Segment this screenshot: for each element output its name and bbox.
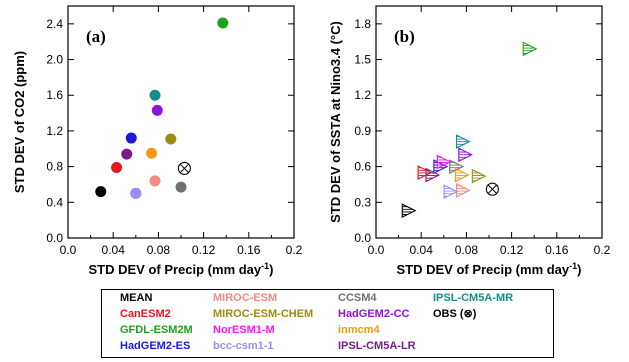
x-tick-label: 0.2 <box>594 243 611 257</box>
obs-marker <box>485 182 499 196</box>
legend-entry: IPSL-CM5A-LR <box>338 340 416 352</box>
point-mean <box>95 186 107 198</box>
x-axis-label-superscript: -1 <box>261 261 269 271</box>
obs-marker <box>177 161 191 175</box>
panel-label: (b) <box>394 27 415 46</box>
legend-entry: HadGEM2-CC <box>338 308 410 320</box>
figure: 0.0 0.04 0.08 0.12 0.16 0.2 0.0 0.4 0.8 1.2 1.6 2.0… <box>12 5 611 277</box>
x-axis-label-superscript: -1 <box>569 261 577 271</box>
x-axis-label-end: ) <box>269 262 273 277</box>
point-mean <box>401 203 417 219</box>
point-miroc-esm <box>455 183 471 198</box>
legend-entry: inmcm4 <box>338 324 380 336</box>
legend-entry: MEAN <box>120 292 153 304</box>
x-tick-label: 0.2 <box>286 243 303 257</box>
x-tick-label: 0.08 <box>147 243 171 257</box>
x-axis-label: STD DEV of Precip (mm day-1) <box>88 261 273 277</box>
legend-entry: OBS (⊗) <box>433 308 477 320</box>
y-tick-label: 0.8 <box>46 160 63 174</box>
legend-entry: GFDL-ESM2M <box>120 324 193 336</box>
y-tick-label: 1.6 <box>46 88 63 102</box>
y-tick-label: 0.3 <box>354 195 371 209</box>
legend-entry: bcc-csm1-1 <box>213 340 274 352</box>
y-tick-label: 0.0 <box>354 231 371 245</box>
x-tick-label: 0.0 <box>60 243 77 257</box>
legend-entry: MIROC-ESM <box>213 292 278 304</box>
legend-entry: CCSM4 <box>338 292 377 304</box>
x-tick-label: 0.04 <box>410 243 434 257</box>
x-tick-label: 0.12 <box>500 243 524 257</box>
point-miroc-esm-chem <box>471 168 487 184</box>
panel-b: 0.0 0.04 0.08 0.12 0.16 0.2 0.0 0.3 0.6 0.9 1.2 1.5… <box>328 5 611 277</box>
point-canesm2 <box>111 162 123 174</box>
x-axis-label-text: STD DEV of Precip (mm day <box>396 262 569 277</box>
point-hadgem2-cc <box>151 104 163 116</box>
y-tick-label: 0.6 <box>354 160 371 174</box>
y-tick-label: 1.2 <box>46 124 63 138</box>
point-ccsm4 <box>175 181 187 193</box>
legend-entry: HadGEM2-ES <box>120 340 191 352</box>
point-miroc-esm <box>149 175 161 187</box>
point-hadgem2-cc <box>458 147 473 163</box>
legend: MEAN CanESM2 GFDL-ESM2M HadGEM2-ES MIROC-ESM… <box>101 289 554 358</box>
x-axis-label-text: STD DEV of Precip (mm day <box>88 262 261 277</box>
point-bcc-csm1-1 <box>130 187 142 199</box>
y-tick-label: 2.4 <box>46 17 63 31</box>
x-tick-label: 0.12 <box>192 243 216 257</box>
y-tick-label: 1.2 <box>354 88 371 102</box>
y-axis-label: STD DEV of CO2 (ppm) <box>12 51 27 193</box>
point-ipsl-cm5a-lr <box>121 148 133 160</box>
x-axis-label: STD DEV of Precip (mm day-1) <box>396 261 581 277</box>
legend-entry: IPSL-CM5A-MR <box>433 292 514 304</box>
point-bcc-csm1-1 <box>443 184 459 199</box>
x-tick-label: 0.16 <box>237 243 261 257</box>
x-tick-label: 0.08 <box>455 243 479 257</box>
point-noresm1-m <box>436 154 452 170</box>
y-tick-label: 1.5 <box>354 53 371 67</box>
point-inmcm4 <box>454 167 470 183</box>
legend-entry: NorESM1-M <box>213 324 275 336</box>
x-tick-label: 0.04 <box>102 243 126 257</box>
obs-marker-cross-b <box>179 163 189 173</box>
legend-entry: MIROC-ESM-CHEM <box>213 308 314 320</box>
point-inmcm4 <box>146 147 158 159</box>
point-ipsl-cm5a-mr <box>149 89 161 101</box>
obs-marker-cross-b <box>487 184 497 194</box>
point-canesm2 <box>417 165 433 180</box>
legend-entry: CanESM2 <box>120 308 171 320</box>
x-axis-label-end: ) <box>577 262 581 277</box>
y-tick-label: 0.4 <box>46 195 63 209</box>
point-miroc-esm-chem <box>165 133 177 145</box>
point-gfdl-esm2m <box>522 41 538 57</box>
y-tick-label: 0.9 <box>354 124 371 138</box>
point-ipsl-cm5a-mr <box>455 134 471 150</box>
y-tick-label: 2.0 <box>46 53 63 67</box>
y-axis-label: STD DEV of SSTA at Nino3.4 (°C) <box>328 21 343 223</box>
point-ipsl-cm5a-lr <box>425 167 441 183</box>
x-tick-label: 0.0 <box>368 243 385 257</box>
y-tick-label: 0.0 <box>46 231 63 245</box>
panel-label: (a) <box>86 27 106 46</box>
y-tick-label: 1.8 <box>354 17 371 31</box>
panel-a: 0.0 0.04 0.08 0.12 0.16 0.2 0.0 0.4 0.8 1.2 1.6 2.0… <box>12 5 303 277</box>
point-hadgem2-es <box>125 132 137 144</box>
x-tick-label: 0.16 <box>545 243 569 257</box>
point-gfdl-esm2m <box>217 17 229 29</box>
